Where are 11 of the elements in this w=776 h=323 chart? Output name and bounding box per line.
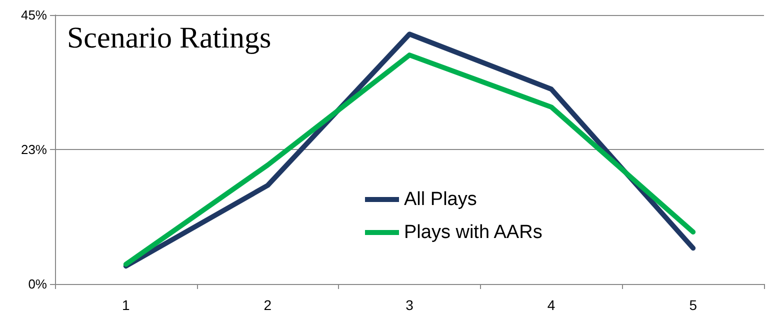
chart-title: Scenario Ratings: [67, 22, 272, 54]
legend-label: All Plays: [404, 189, 477, 210]
y-tick-label: 23%: [20, 142, 48, 157]
x-tick-label: 5: [689, 297, 698, 313]
legend-label: Plays with AARs: [404, 222, 542, 243]
y-tick-label: 0%: [28, 276, 48, 292]
x-tick-label: 1: [122, 297, 130, 313]
y-tick-label: 45%: [20, 8, 48, 22]
x-tick-label: 4: [547, 297, 556, 313]
x-tick-label: 3: [406, 297, 414, 313]
x-tick-label: 2: [264, 297, 272, 313]
